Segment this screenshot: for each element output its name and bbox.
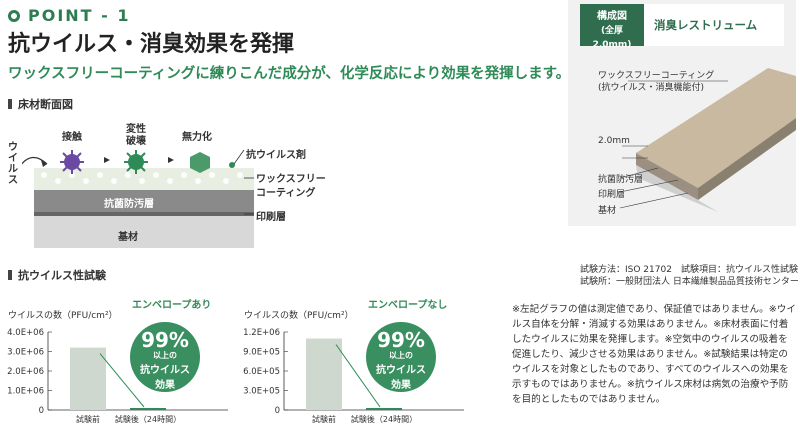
point-label: POINT - 1 bbox=[8, 6, 131, 25]
ytick-label: 1.2E+06 bbox=[243, 328, 280, 338]
badge-1: 99% 以上の 抗ウイルス 効果 bbox=[130, 322, 200, 392]
bar-before bbox=[306, 338, 342, 410]
virus-purple-icon bbox=[60, 150, 84, 174]
bar-after bbox=[130, 408, 166, 410]
layer-base: 基材 bbox=[598, 206, 617, 216]
disclaimer-notes: ※左記グラフの値は測定値であり、保証値ではありません。※ウイルス自体を分解・消滅… bbox=[512, 304, 796, 405]
test-method: 試験方法：ISO 21702 試験項目：抗ウイルス性試験 bbox=[580, 265, 798, 275]
coating-label-2: コーティング bbox=[256, 188, 316, 199]
layer-antibac: 抗菌防汚層 bbox=[598, 175, 644, 185]
category-label: 試験前 bbox=[312, 414, 336, 424]
test-lab: 試験所：一般財団法人 日本繊維製品品質技術センター bbox=[580, 277, 799, 287]
structure-header: 構成図 (全厚 2.0mm) bbox=[580, 4, 644, 50]
base-label: 基材 bbox=[118, 232, 138, 243]
antibac-layer-label: 抗菌防汚層 bbox=[104, 199, 154, 210]
trend-arrow bbox=[335, 344, 381, 408]
cross-section-diagram bbox=[22, 149, 254, 248]
coating-note-1: ワックスフリーコーティング bbox=[598, 71, 715, 81]
page-subtitle: ワックスフリーコーティングに練りこんだ成分が、化学反応により効果を発揮します。 bbox=[8, 66, 571, 82]
chart1-title: エンベロープあり bbox=[132, 300, 212, 311]
hexagon-icon bbox=[190, 152, 210, 173]
chart1-ylabel: ウイルスの数（PFU/cm²） bbox=[8, 311, 118, 321]
cross-section-heading: 床材断面図 bbox=[8, 96, 73, 112]
thickness-label: 2.0mm bbox=[598, 136, 630, 146]
chart1-plot: 4.0E+06 3.0E+06 2.0E+06 1.0E+06 0 試験前 試験後（24時間… bbox=[7, 328, 228, 424]
agent-label: 抗ウイルス剤 bbox=[246, 150, 306, 161]
chart2-ylabel: ウイルスの数（PFU/cm²） bbox=[244, 311, 354, 321]
ytick-label: 1.0E+06 bbox=[7, 387, 44, 397]
test-heading: 抗ウイルス性試験 bbox=[8, 267, 106, 283]
layer-print: 印刷層 bbox=[598, 190, 626, 200]
floor-3d-diagram bbox=[619, 68, 796, 212]
square-bullet-icon bbox=[8, 270, 12, 280]
badge-2: 99% 以上の 抗ウイルス 効果 bbox=[366, 322, 436, 392]
chart2-title: エンベロープなし bbox=[368, 300, 448, 311]
virus-label: ウイルス bbox=[8, 142, 18, 186]
step-denature: 変性 bbox=[126, 124, 146, 135]
category-label: 試験後（24時間） bbox=[115, 414, 181, 424]
step-neutralize: 無力化 bbox=[182, 132, 212, 143]
virus-green-icon bbox=[124, 150, 148, 174]
ytick-label: 0 bbox=[39, 406, 44, 416]
category-label: 試験前 bbox=[76, 414, 100, 424]
ytick-label: 0 bbox=[275, 406, 280, 416]
ytick-label: 3.0E+06 bbox=[7, 348, 44, 358]
page-title: 抗ウイルス・消臭効果を発揮 bbox=[8, 32, 295, 57]
ytick-label: 3.0E+05 bbox=[243, 387, 280, 397]
circle-icon bbox=[8, 9, 20, 22]
step-contact: 接触 bbox=[62, 132, 82, 143]
coating-note-2: (抗ウイルス・消臭機能付) bbox=[598, 83, 705, 93]
step-destroy: 破壊 bbox=[126, 136, 146, 147]
coating-label-1: ワックスフリー bbox=[256, 174, 326, 185]
product-name: 消臭レストリューム bbox=[644, 4, 784, 46]
chart2-plot: 1.2E+06 9.0E+05 6.0E+05 3.0E+05 0 試験前 試験後（24時間… bbox=[243, 328, 464, 424]
ytick-label: 6.0E+05 bbox=[243, 367, 280, 377]
square-bullet-icon bbox=[8, 99, 12, 109]
ytick-label: 4.0E+06 bbox=[7, 328, 44, 338]
ytick-label: 9.0E+05 bbox=[243, 348, 280, 358]
category-label: 試験後（24時間） bbox=[351, 414, 417, 424]
ytick-label: 2.0E+06 bbox=[7, 367, 44, 377]
bar-before bbox=[70, 347, 106, 410]
print-layer-label: 印刷層 bbox=[256, 212, 286, 223]
trend-arrow bbox=[99, 353, 145, 408]
bar-after bbox=[366, 408, 402, 410]
